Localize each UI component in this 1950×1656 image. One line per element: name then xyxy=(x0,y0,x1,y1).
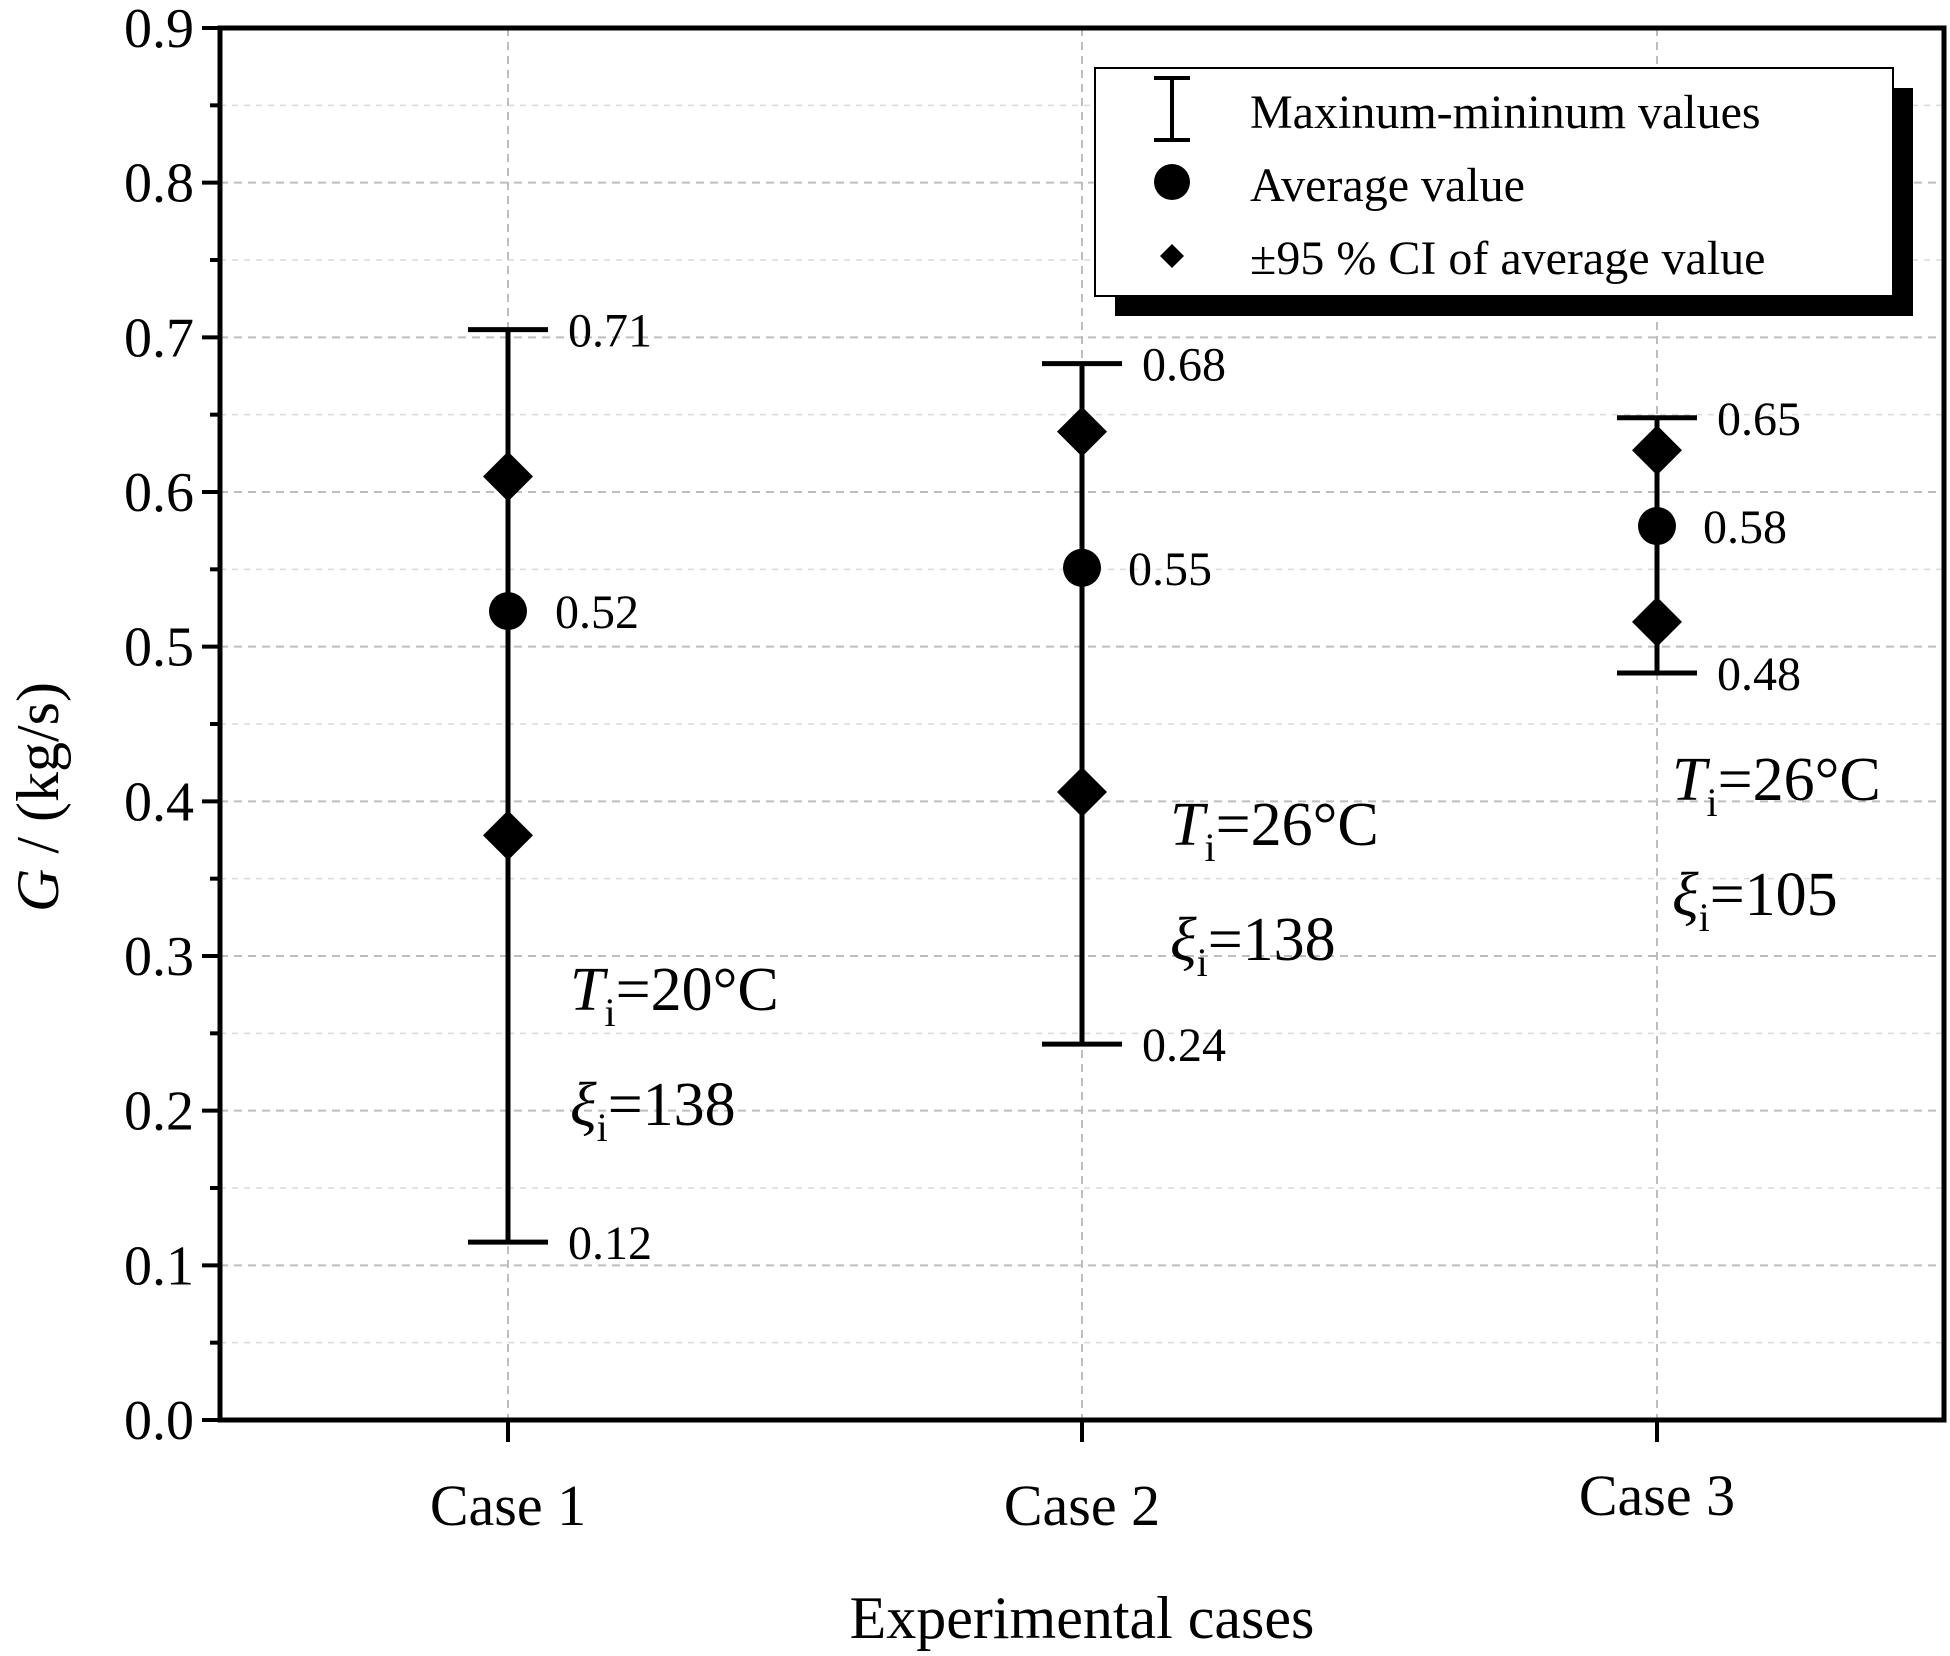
condition-xi: ξi=105 xyxy=(1672,861,1838,940)
y-tick-label: 0.6 xyxy=(124,462,194,524)
ci-upper-diamond xyxy=(483,451,533,502)
ci-lower-diamond xyxy=(483,810,533,861)
legend-label: Maxinum-mininum values xyxy=(1250,86,1761,139)
ci-lower-diamond xyxy=(1632,596,1682,647)
x-tick-label: Case 3 xyxy=(1579,1463,1735,1528)
ci-upper-diamond xyxy=(1632,425,1682,476)
condition-xi: ξi=138 xyxy=(1170,906,1336,985)
x-tick-label: Case 1 xyxy=(430,1473,586,1538)
max-value-label: 0.68 xyxy=(1142,339,1226,392)
y-tick-label: 0.7 xyxy=(124,307,194,369)
legend-label: Average value xyxy=(1250,159,1525,212)
x-tick-label: Case 2 xyxy=(1004,1473,1160,1538)
min-value-label: 0.12 xyxy=(568,1217,652,1270)
condition-temperature: Ti=20°C xyxy=(570,956,779,1035)
y-tick-label: 0.3 xyxy=(124,926,194,988)
max-value-label: 0.65 xyxy=(1717,393,1801,446)
mean-value-label: 0.52 xyxy=(555,586,639,639)
y-tick-label: 0.2 xyxy=(124,1081,194,1143)
condition-xi: ξi=138 xyxy=(570,1071,736,1150)
legend-symbol-diamond xyxy=(1160,244,1184,268)
axes: 0.0 0.1 0.2 0.3 0.4 0.5 0.6 0.7 0.8 0.9 Case 1 Case… xyxy=(124,0,1735,1538)
mean-point xyxy=(489,592,527,631)
y-tick-label: 0.5 xyxy=(124,617,194,679)
y-tick-label: 0.0 xyxy=(124,1390,194,1452)
mean-value-label: 0.58 xyxy=(1703,501,1787,554)
mean-point xyxy=(1063,548,1101,587)
condition-temperature: Ti=26°C xyxy=(1170,791,1379,870)
legend-box xyxy=(1094,67,1894,297)
data-labels: 0.71 0.52 0.12 Ti=20°C ξi=138 0.68 0.55 0.24 Ti=… xyxy=(555,305,1881,1271)
legend: Maxinum-mininum values Average value ±95 %… xyxy=(1094,67,1913,316)
max-value-label: 0.71 xyxy=(568,305,652,358)
min-value-label: 0.48 xyxy=(1717,648,1801,701)
ci-lower-diamond xyxy=(1057,767,1107,818)
y-tick-label: 0.8 xyxy=(124,153,194,215)
ci-upper-diamond xyxy=(1057,406,1107,457)
mean-point xyxy=(1638,507,1676,546)
y-axis-title: G / (kg/s) xyxy=(5,682,71,912)
min-value-label: 0.24 xyxy=(1142,1019,1226,1072)
y-tick-label: 0.1 xyxy=(124,1235,194,1297)
legend-symbol-circle xyxy=(1154,164,1190,200)
x-axis-title: Experimental cases xyxy=(850,1585,1315,1651)
y-tick-label: 0.4 xyxy=(124,771,194,833)
y-tick-label: 0.9 xyxy=(124,0,194,60)
legend-label: ±95 % CI of average value xyxy=(1250,232,1765,285)
mean-value-label: 0.55 xyxy=(1128,543,1212,596)
data-marks xyxy=(468,327,1697,1245)
condition-temperature: Ti=26°C xyxy=(1672,746,1881,825)
